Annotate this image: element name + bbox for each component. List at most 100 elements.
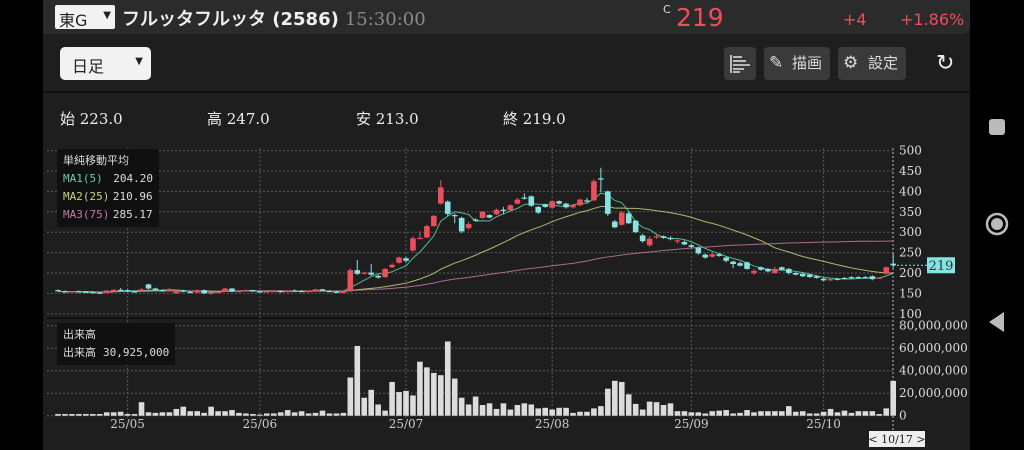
candle xyxy=(138,288,145,292)
volume-bar xyxy=(103,412,110,416)
candle xyxy=(83,290,89,293)
candle xyxy=(117,288,124,291)
candle xyxy=(598,167,604,193)
volume-bar xyxy=(243,413,249,416)
market-selector[interactable]: 東G ▼ xyxy=(55,5,115,30)
volume-bar xyxy=(138,402,145,416)
volume-bar xyxy=(222,411,228,416)
candle-body xyxy=(486,215,493,218)
volume-bar xyxy=(493,408,500,416)
volume-bar xyxy=(695,412,702,416)
ohlc-high: 高 247.0 xyxy=(207,110,270,128)
candle-body xyxy=(438,187,444,204)
recents-square-icon[interactable] xyxy=(987,117,1007,137)
candle-body xyxy=(507,205,514,211)
volume-bar xyxy=(813,413,820,416)
candle xyxy=(222,288,228,293)
candle xyxy=(751,268,757,276)
candle-body xyxy=(131,291,138,293)
volume-bar xyxy=(180,406,187,416)
price-tick-label: 300 xyxy=(899,225,922,239)
volume-bar xyxy=(90,414,96,416)
candle xyxy=(758,266,764,271)
volume-bar xyxy=(250,414,256,416)
price-tick-label: 450 xyxy=(899,164,922,178)
candle xyxy=(605,190,611,216)
candle xyxy=(396,256,402,264)
volume-bar xyxy=(424,367,430,416)
candle xyxy=(535,206,542,214)
volume-bar xyxy=(69,414,75,416)
candle xyxy=(291,289,298,292)
candle-body xyxy=(500,209,507,211)
back-triangle-icon[interactable] xyxy=(987,311,1007,333)
period-label: 日足 xyxy=(72,57,105,76)
candle-body xyxy=(786,268,792,273)
candle xyxy=(187,290,194,294)
candle xyxy=(716,253,722,257)
candle xyxy=(646,236,653,247)
volume-bar xyxy=(751,412,757,416)
volume-bar xyxy=(298,411,305,416)
home-circle-icon[interactable] xyxy=(985,212,1009,236)
candle-body xyxy=(563,203,569,208)
candle-body xyxy=(820,278,827,281)
candle xyxy=(591,179,597,202)
volume-bar xyxy=(201,412,207,416)
candle-body xyxy=(716,254,722,256)
candle xyxy=(848,276,855,279)
candle-body xyxy=(389,264,395,268)
candle-body xyxy=(612,221,618,228)
candle-body xyxy=(312,289,319,291)
volume-bar xyxy=(848,412,855,416)
volume-bar xyxy=(591,408,597,416)
candle-body xyxy=(96,292,103,294)
volume-bar xyxy=(264,413,270,416)
candle-body xyxy=(605,191,611,214)
volume-bar xyxy=(62,414,68,416)
indicator-list-button[interactable] xyxy=(724,47,756,80)
candle xyxy=(96,291,103,294)
month-label: 25/07 xyxy=(389,417,424,431)
candle-body xyxy=(361,272,368,274)
candle-body xyxy=(117,289,124,291)
candle-body xyxy=(674,240,681,242)
settings-button[interactable]: ⚙ 設定 xyxy=(838,47,906,80)
candle-body xyxy=(424,226,430,238)
candle-body xyxy=(76,291,82,293)
volume-bar xyxy=(389,381,395,416)
period-select[interactable]: 日足 ▼ xyxy=(60,47,151,80)
candle xyxy=(152,287,159,291)
candle-body xyxy=(55,290,61,292)
candle-body xyxy=(695,247,702,254)
volume-bar xyxy=(799,411,806,416)
candle xyxy=(862,275,869,279)
volume-bar xyxy=(96,414,103,416)
candle-body xyxy=(841,277,848,280)
volume-bar xyxy=(869,411,876,416)
volume-bar xyxy=(841,410,848,416)
ohlc-low: 安 213.0 xyxy=(356,110,419,128)
volume-bar xyxy=(257,414,263,416)
ma3-value: 285.17 xyxy=(112,208,153,221)
volume-bar xyxy=(876,414,883,416)
volume-bar xyxy=(563,407,569,416)
candle xyxy=(410,236,416,252)
candle-body xyxy=(521,197,528,199)
ma-line-1 xyxy=(57,192,894,293)
candle-body xyxy=(688,245,695,247)
price-tick-label: 400 xyxy=(899,184,922,198)
candle xyxy=(486,214,493,219)
last-price-tag xyxy=(927,257,955,274)
volume-bar xyxy=(674,411,681,416)
draw-button[interactable]: ✎ 描画 xyxy=(764,47,830,80)
volume-bar xyxy=(862,411,869,416)
volume-bar xyxy=(577,411,583,416)
volume-bar xyxy=(730,413,736,416)
volume-bar xyxy=(639,409,646,416)
refresh-icon[interactable]: ↻ xyxy=(936,51,955,76)
volume-bar xyxy=(368,389,374,416)
price-tick-label: 500 xyxy=(899,144,922,158)
candle-body xyxy=(660,236,667,238)
